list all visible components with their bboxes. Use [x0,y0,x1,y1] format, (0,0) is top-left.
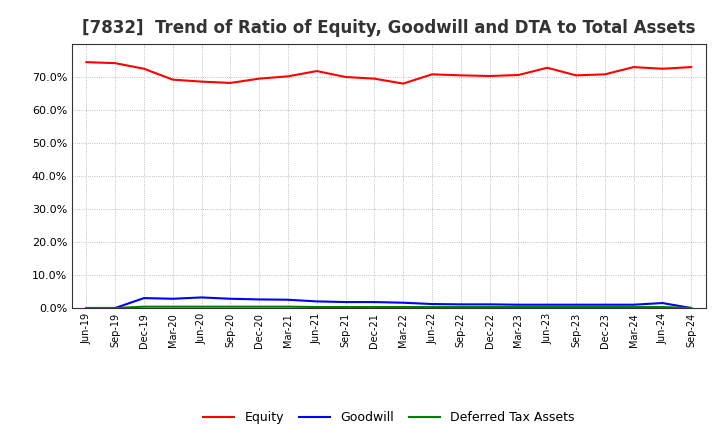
Goodwill [197,295,206,300]
Equity [543,65,552,70]
Deferred Tax Assets [572,304,580,310]
Line: Deferred Tax Assets: Deferred Tax Assets [86,307,691,308]
Goodwill [428,301,436,307]
Equity [341,74,350,80]
Line: Equity: Equity [86,62,691,84]
Deferred Tax Assets [658,304,667,310]
Goodwill [600,302,609,307]
Deferred Tax Assets [370,304,379,310]
Title: [7832]  Trend of Ratio of Equity, Goodwill and DTA to Total Assets: [7832] Trend of Ratio of Equity, Goodwil… [82,19,696,37]
Equity [456,73,465,78]
Deferred Tax Assets [485,304,494,310]
Deferred Tax Assets [312,304,321,310]
Deferred Tax Assets [111,305,120,311]
Goodwill [543,302,552,307]
Equity [600,72,609,77]
Deferred Tax Assets [456,304,465,310]
Goodwill [284,297,292,302]
Goodwill [111,305,120,311]
Goodwill [399,300,408,305]
Goodwill [456,302,465,307]
Goodwill [658,301,667,306]
Deferred Tax Assets [82,305,91,311]
Equity [428,72,436,77]
Equity [514,72,523,77]
Equity [687,64,696,70]
Deferred Tax Assets [197,304,206,309]
Deferred Tax Assets [284,304,292,309]
Goodwill [370,299,379,304]
Goodwill [485,302,494,307]
Goodwill [168,296,177,301]
Equity [197,79,206,84]
Deferred Tax Assets [600,304,609,310]
Deferred Tax Assets [140,304,148,309]
Equity [572,73,580,78]
Deferred Tax Assets [629,304,638,310]
Legend: Equity, Goodwill, Deferred Tax Assets: Equity, Goodwill, Deferred Tax Assets [198,407,580,429]
Deferred Tax Assets [543,304,552,310]
Equity [370,76,379,81]
Equity [111,60,120,66]
Goodwill [514,302,523,307]
Equity [629,64,638,70]
Goodwill [140,296,148,301]
Deferred Tax Assets [226,304,235,309]
Deferred Tax Assets [255,304,264,309]
Equity [82,59,91,65]
Goodwill [572,302,580,307]
Deferred Tax Assets [341,304,350,310]
Goodwill [226,296,235,301]
Line: Goodwill: Goodwill [86,297,691,308]
Equity [284,73,292,79]
Equity [485,73,494,79]
Equity [658,66,667,71]
Deferred Tax Assets [399,304,408,310]
Equity [312,68,321,73]
Goodwill [255,297,264,302]
Goodwill [82,305,91,311]
Deferred Tax Assets [687,305,696,311]
Equity [255,76,264,81]
Deferred Tax Assets [514,304,523,310]
Goodwill [312,299,321,304]
Goodwill [687,305,696,311]
Goodwill [341,299,350,304]
Deferred Tax Assets [168,304,177,309]
Equity [168,77,177,82]
Equity [226,80,235,85]
Equity [399,81,408,86]
Goodwill [629,302,638,307]
Equity [140,66,148,71]
Deferred Tax Assets [428,304,436,310]
